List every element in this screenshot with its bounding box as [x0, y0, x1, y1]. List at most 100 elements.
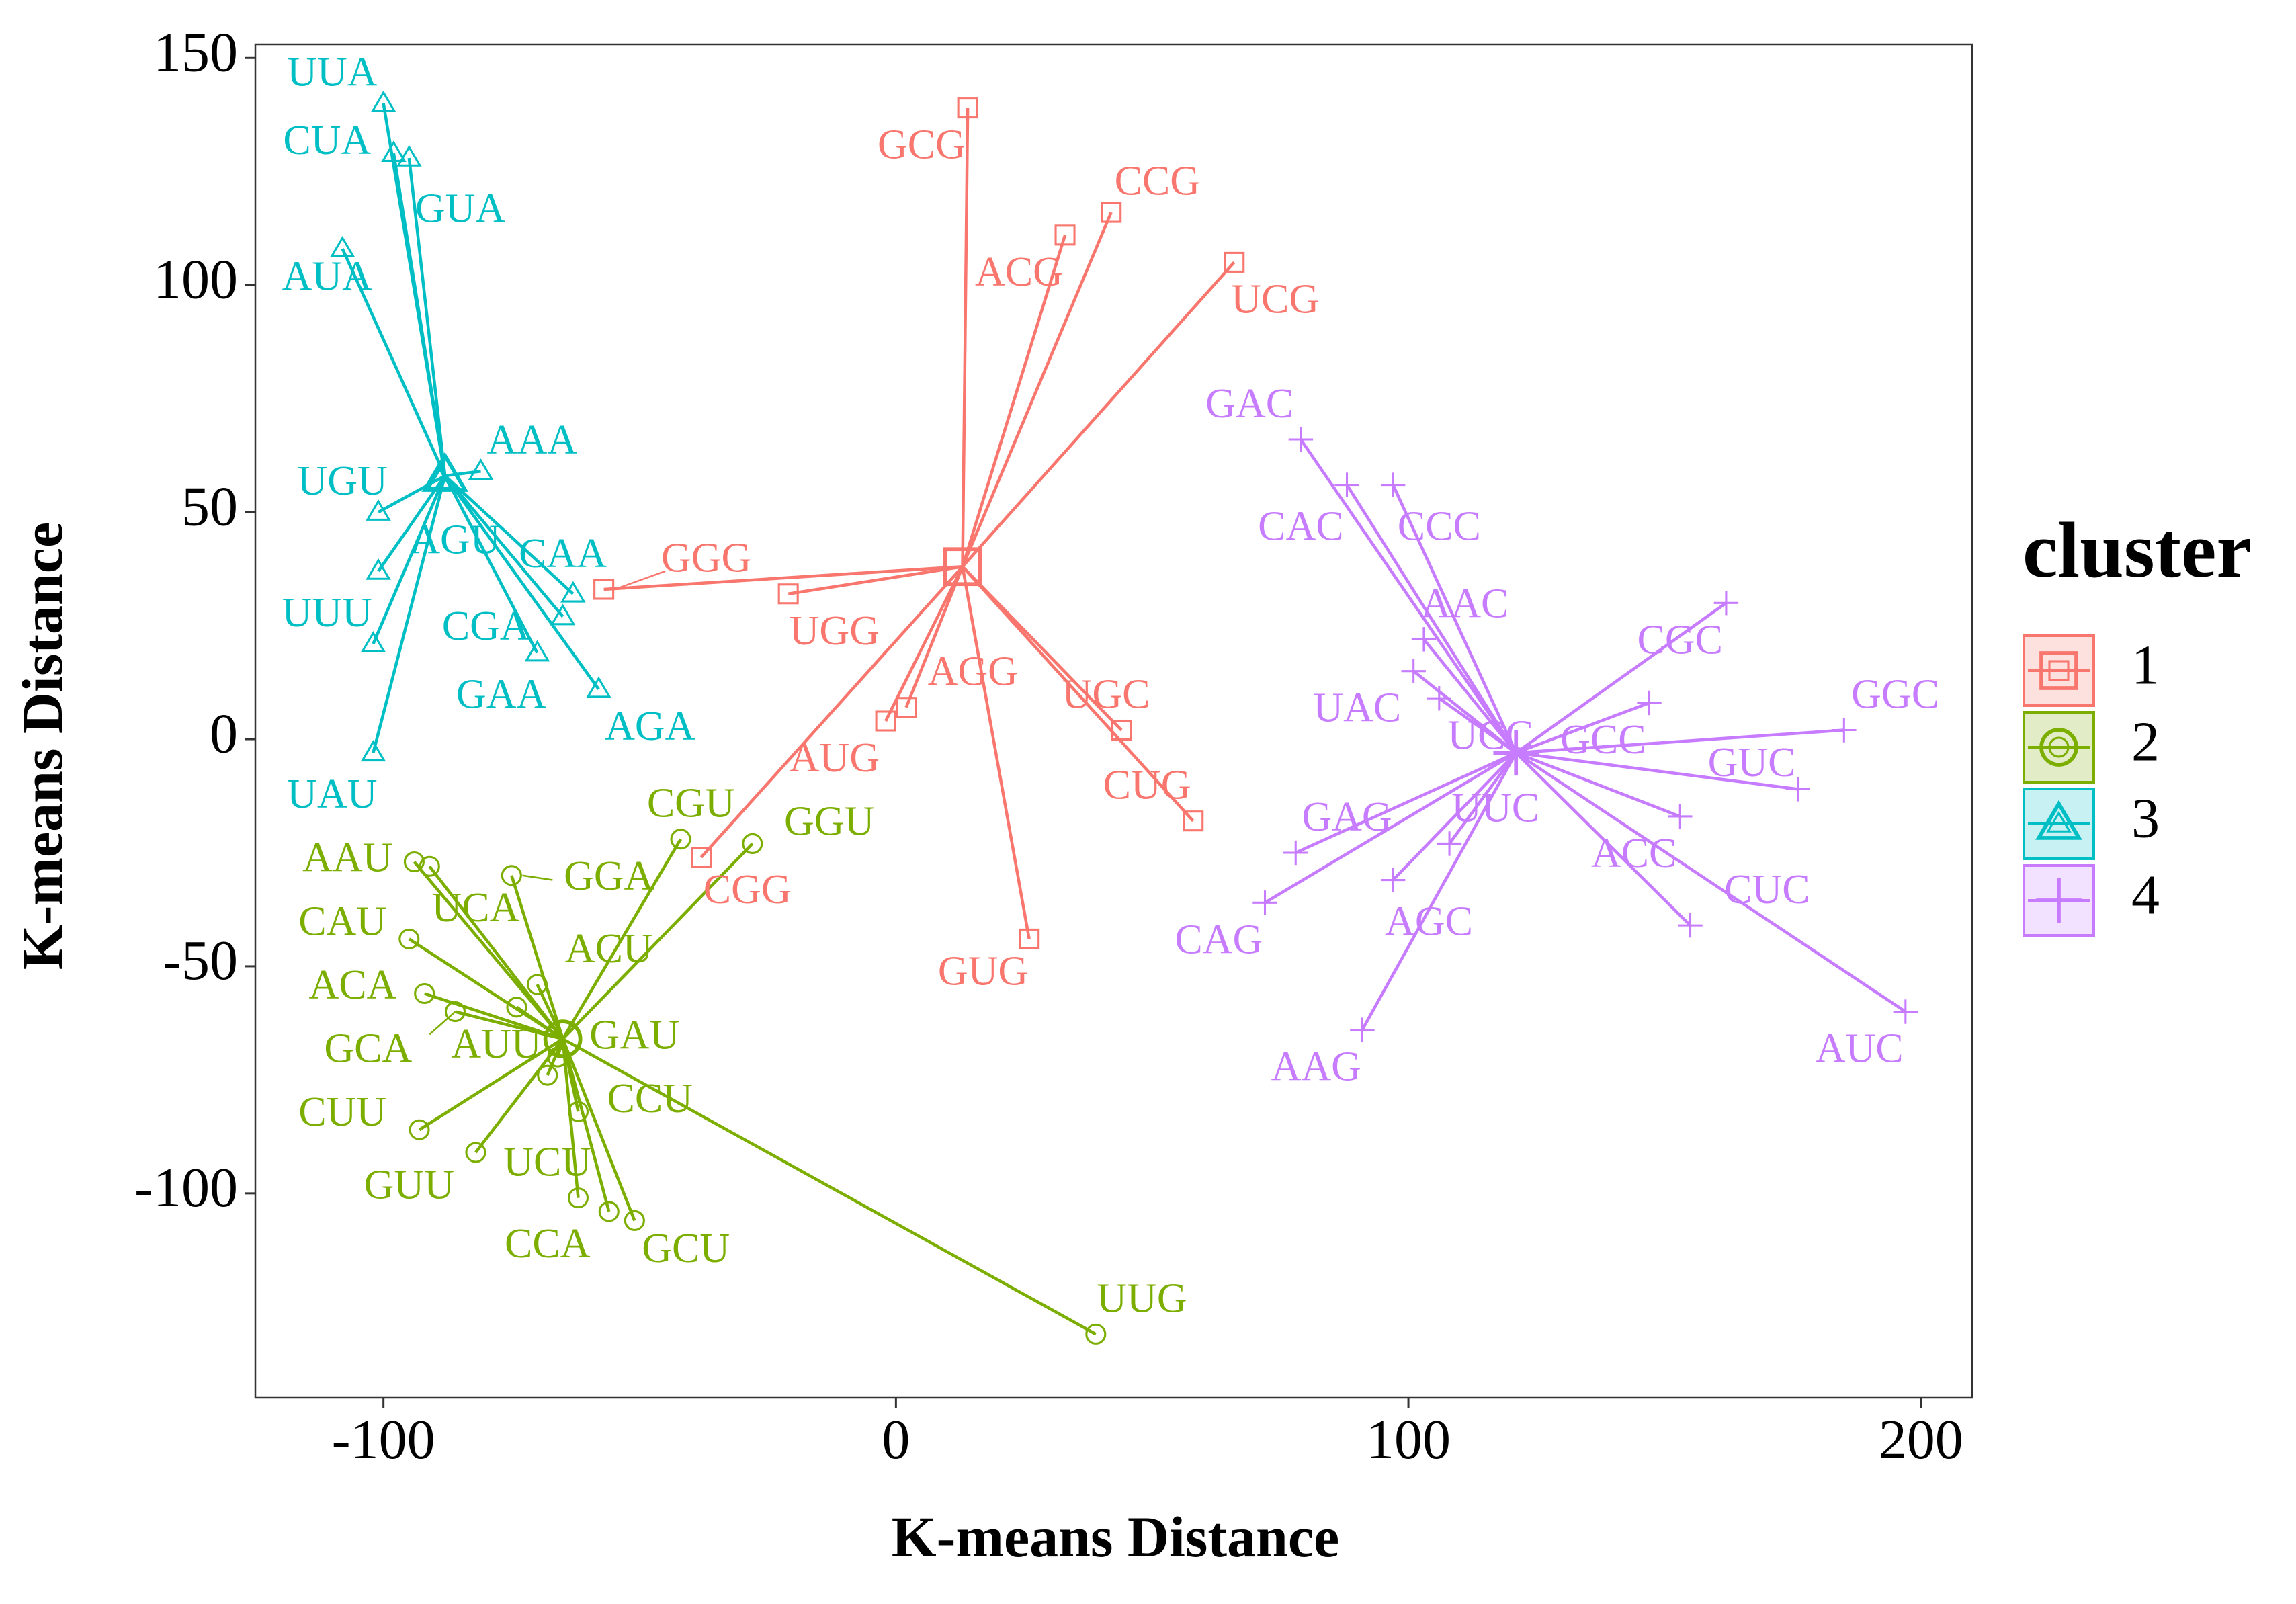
leader-GGA — [522, 874, 553, 881]
label-UCU: UCU — [503, 1140, 591, 1185]
point-UCU — [567, 1187, 589, 1209]
x-tick-label: 200 — [1879, 1408, 1963, 1471]
point-ACC — [1668, 804, 1693, 829]
point-UUU — [366, 558, 391, 580]
point-CAU — [398, 928, 420, 949]
point-GCA — [444, 1001, 466, 1023]
point-CAG — [1252, 890, 1277, 915]
point-CUG — [1183, 810, 1204, 832]
edge-1-CUG — [961, 565, 1195, 822]
edge-4-GGC — [1516, 728, 1844, 755]
edge-3-UAU — [372, 475, 447, 753]
legend-item-3: 3 — [2023, 787, 2160, 860]
edge-4-UUC — [1448, 751, 1518, 845]
label-UGC: UGC — [1062, 671, 1150, 717]
label-CAA: CAA — [519, 531, 607, 577]
label-CCG: CCG — [1115, 159, 1200, 204]
point-UCG — [1224, 251, 1245, 273]
center-cluster-1 — [943, 547, 982, 587]
label-CGA: CGA — [442, 603, 530, 649]
edge-3-AUA — [341, 248, 447, 476]
x-tick-label: -100 — [332, 1408, 435, 1471]
edge-4-GCC — [1515, 701, 1650, 755]
legend-key-marker-small — [2048, 660, 2070, 681]
point-ACG — [1054, 224, 1076, 246]
point-ACA — [414, 982, 435, 1005]
point-AUA — [329, 235, 355, 257]
edge-4-GAC — [1300, 438, 1518, 754]
legend-key-marker-small — [2046, 888, 2072, 913]
point-UGU — [366, 499, 391, 521]
label-CCC: CCC — [1398, 503, 1481, 549]
label-AAG: AAG — [1271, 1044, 1361, 1090]
edge-3-GUA — [407, 157, 447, 476]
x-tick-label: 0 — [882, 1408, 910, 1471]
legend-label: 1 — [2131, 634, 2160, 696]
point-ACU — [526, 974, 548, 995]
cluster-edges — [341, 103, 1907, 1336]
label-CGC: CGC — [1638, 617, 1723, 663]
legend-key-marker-small — [2046, 810, 2072, 833]
edge-4-CGC — [1515, 601, 1728, 755]
point-GAG — [1283, 840, 1308, 866]
point-GCG — [957, 97, 978, 119]
point-CCU — [567, 1101, 589, 1122]
label-AAC: AAC — [1420, 581, 1508, 626]
label-CAG: CAG — [1175, 917, 1263, 962]
point-GGU — [742, 833, 763, 855]
point-GGG — [593, 579, 615, 600]
legend-key-marker — [2035, 800, 2082, 840]
label-ACU: ACU — [565, 926, 653, 972]
edge-4-ACC — [1515, 751, 1681, 818]
point-AAA — [468, 458, 494, 480]
y-tick-label: -50 — [163, 929, 238, 992]
label-GGG: GGG — [661, 536, 751, 581]
point-GGC — [1832, 718, 1857, 743]
legend-key-marker — [2039, 728, 2078, 767]
point-AUU — [506, 997, 527, 1018]
label-GAU: GAU — [589, 1012, 679, 1058]
edge-2-CUU — [418, 1038, 564, 1132]
point-GUC — [1785, 777, 1810, 802]
x-axis-label: K-means Distance — [892, 1505, 1339, 1569]
label-GCU: GCU — [642, 1226, 730, 1271]
edge-2-AAU — [428, 865, 564, 1040]
edge-4-AAG — [1361, 752, 1518, 1031]
point-CCA — [598, 1201, 620, 1222]
cluster-centers — [421, 452, 1539, 1058]
point-GUA — [396, 144, 422, 167]
label-UUU: UUU — [282, 590, 372, 636]
point-UUU — [360, 630, 386, 652]
edge-4-GUC — [1515, 751, 1798, 791]
edge-2-CCA — [561, 1038, 611, 1212]
point-CAA — [560, 581, 586, 603]
label-GAC: GAC — [1205, 381, 1293, 427]
edge-4-AGC — [1392, 751, 1517, 882]
point-GGA — [501, 865, 522, 886]
label-GCC: GCC — [1560, 717, 1646, 763]
edge-2-GGU — [561, 842, 754, 1040]
x-tick-label: 100 — [1366, 1408, 1451, 1471]
edge-1-AUG — [884, 566, 964, 722]
label-UCA: UCA — [432, 885, 520, 931]
edge-1-GGG — [603, 564, 963, 591]
point-GUG — [1019, 928, 1040, 949]
label-UCG: UCG — [1231, 276, 1319, 322]
label-AAA: AAA — [487, 417, 578, 463]
edge-1-ACG — [961, 235, 1067, 567]
point-UUC — [1437, 831, 1462, 856]
point-AGG — [896, 697, 917, 718]
edge-1-CGG — [699, 565, 964, 859]
edge-3-UUU — [372, 475, 447, 644]
legend-items: 1 2 3 4 — [2023, 634, 2160, 937]
point-labels: GCG CCG ACG UCG GGG UGG AGG AUG UGC CUG CGG GUG CGU G… — [282, 50, 1939, 1322]
edge-3-CAA — [443, 474, 575, 595]
label-CCU: CCU — [607, 1076, 693, 1122]
edge-4-CUC — [1515, 751, 1692, 927]
data-points — [329, 90, 1918, 1345]
edge-4-AAC — [1422, 638, 1517, 754]
label-CUU: CUU — [298, 1089, 386, 1135]
edge-3-CGA — [443, 474, 564, 618]
